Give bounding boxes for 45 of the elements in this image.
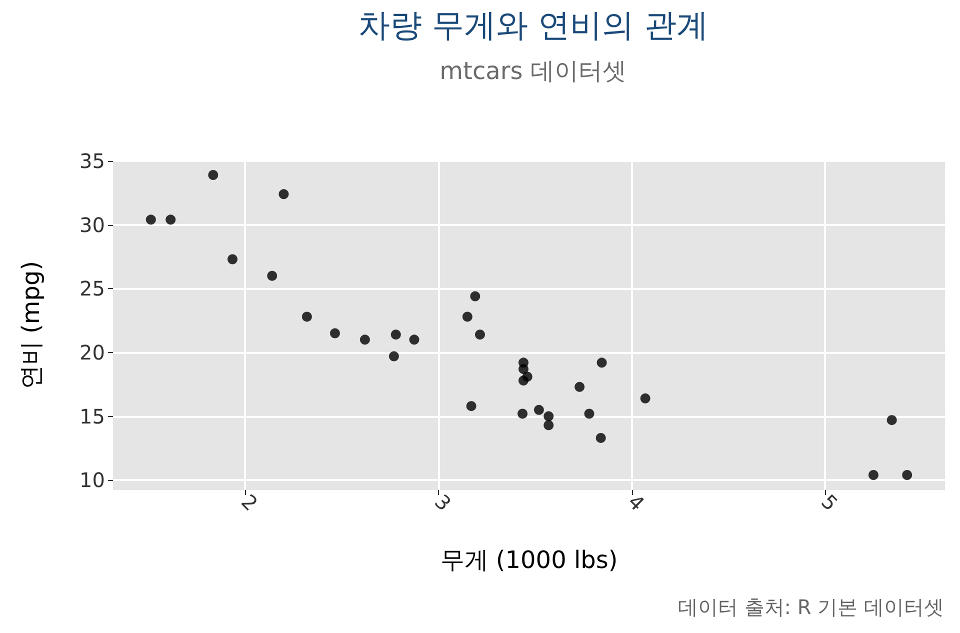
x-axis-title: 무게 (1000 lbs) xyxy=(440,546,618,574)
point xyxy=(544,411,554,422)
x-tick-label: 2 xyxy=(236,490,263,516)
point xyxy=(596,358,607,368)
x-tick-label: 5 xyxy=(816,490,843,516)
point xyxy=(330,328,340,338)
text: 데이터 출처: R 기본 데이터셋 xyxy=(678,595,944,619)
y-tick-label: 10 xyxy=(80,468,105,492)
x-tick-label: 3 xyxy=(430,490,456,516)
point xyxy=(278,189,289,200)
y-tick-label: 30 xyxy=(80,212,105,237)
point xyxy=(462,312,472,322)
point xyxy=(584,408,594,419)
point xyxy=(388,351,399,362)
x-tick-label: 4 xyxy=(623,490,650,516)
chart-title: 차량 무게와 연비의 관계 xyxy=(358,6,708,44)
point xyxy=(208,170,218,180)
point xyxy=(302,312,312,322)
point xyxy=(544,420,554,430)
point xyxy=(518,408,528,419)
point xyxy=(360,334,370,345)
point xyxy=(640,393,650,404)
point xyxy=(146,214,156,225)
point xyxy=(868,470,878,480)
point xyxy=(166,214,176,225)
point xyxy=(596,432,606,443)
point xyxy=(409,334,420,345)
point xyxy=(474,330,485,340)
point xyxy=(518,358,528,368)
point xyxy=(228,254,238,264)
point xyxy=(466,401,476,412)
point xyxy=(390,330,401,340)
point xyxy=(470,291,480,302)
chart-subtitle: mtcars 데이터셋 xyxy=(440,57,626,85)
point xyxy=(534,404,544,415)
y-tick-label: 25 xyxy=(80,276,105,301)
y-tick-label: 15 xyxy=(80,404,105,428)
y-tick-label: 35 xyxy=(80,148,105,173)
point xyxy=(267,270,278,281)
y-tick-label: 20 xyxy=(80,340,105,364)
point xyxy=(886,415,897,426)
y-axis-title: 연비 (mpg) xyxy=(17,260,45,390)
point xyxy=(902,470,912,480)
point xyxy=(518,376,528,386)
point xyxy=(574,382,585,392)
